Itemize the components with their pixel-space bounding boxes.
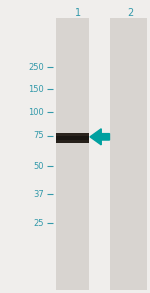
Bar <box>56 132 89 143</box>
Text: 2: 2 <box>127 8 134 18</box>
Text: 100: 100 <box>28 108 44 117</box>
Bar <box>56 18 88 290</box>
Text: 25: 25 <box>34 219 44 228</box>
Bar <box>56 133 89 136</box>
Bar <box>110 18 147 290</box>
Text: 37: 37 <box>33 190 44 199</box>
Text: 250: 250 <box>28 63 44 72</box>
Bar <box>56 140 89 143</box>
Text: 75: 75 <box>34 131 44 140</box>
Text: 50: 50 <box>34 162 44 171</box>
Text: 1: 1 <box>75 8 81 18</box>
FancyArrow shape <box>90 129 110 145</box>
Text: 150: 150 <box>28 85 44 94</box>
